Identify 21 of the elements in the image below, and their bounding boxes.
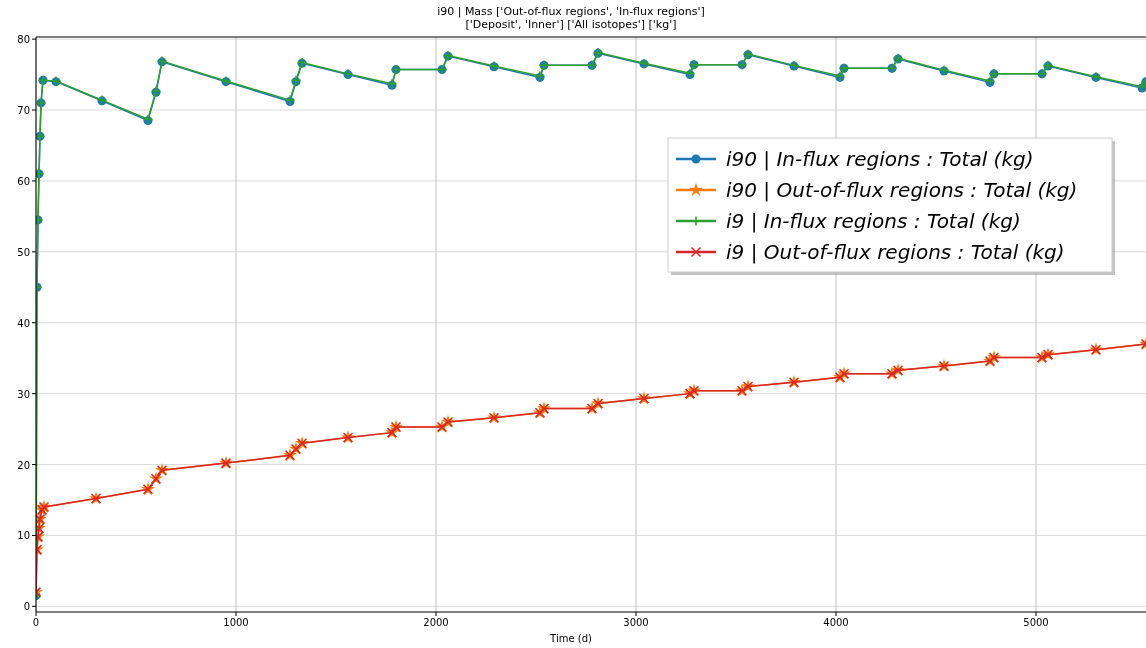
y-tick-label: 60 <box>17 175 30 187</box>
x-tick-label: 2000 <box>423 617 449 628</box>
y-tick-label: 80 <box>17 34 30 46</box>
x-tick-label: 0 <box>32 617 40 628</box>
y-tick-label: 70 <box>17 105 30 117</box>
legend-label: i9 | Out-of-flux regions : Total (kg) <box>726 240 1065 264</box>
x-axis-title: Time (d) <box>549 633 592 644</box>
y-tick-label: 40 <box>17 317 30 329</box>
legend-label: i9 | In-flux regions : Total (kg) <box>726 209 1021 233</box>
y-tick-label: 30 <box>17 388 30 400</box>
y-tick-label: 10 <box>17 530 30 542</box>
x-tick-label: 3000 <box>623 617 649 628</box>
legend-label: i90 | In-flux regions : Total (kg) <box>726 147 1034 171</box>
x-tick-label: 5000 <box>1023 617 1049 628</box>
y-tick-label: 20 <box>17 459 30 471</box>
x-tick-label: 4000 <box>823 617 849 628</box>
legend-label: i90 | Out-of-flux regions : Total (kg) <box>726 178 1078 202</box>
y-tick-label: 50 <box>17 246 30 258</box>
y-tick-label: 0 <box>23 601 30 613</box>
x-tick-label: 1000 <box>223 617 249 628</box>
chart-title: i90 | Mass ['Out-of-flux regions', 'In-flux regions'] ['Deposit', 'Inner'] ['All isotopes'] ['kg'] <box>437 5 705 31</box>
